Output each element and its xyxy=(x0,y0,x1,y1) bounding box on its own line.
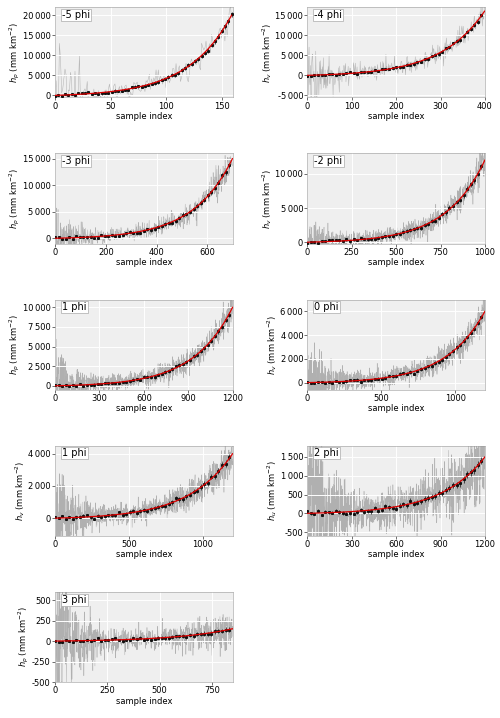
Y-axis label: $h_p$ (mm km$^{-2}$): $h_p$ (mm km$^{-2}$) xyxy=(7,22,22,83)
Text: 1 phi: 1 phi xyxy=(62,449,86,458)
X-axis label: sample index: sample index xyxy=(368,112,424,121)
Text: 1 phi: 1 phi xyxy=(62,302,86,312)
X-axis label: sample index: sample index xyxy=(368,258,424,267)
Y-axis label: $h_v$ (mm km$^{-2}$): $h_v$ (mm km$^{-2}$) xyxy=(13,460,27,521)
Y-axis label: $h_v$ (mm km$^{-2}$): $h_v$ (mm km$^{-2}$) xyxy=(260,22,274,83)
Y-axis label: $h_v$ (mm km$^{-2}$): $h_v$ (mm km$^{-2}$) xyxy=(265,314,279,375)
X-axis label: sample index: sample index xyxy=(116,258,172,267)
Y-axis label: $h_p$ (mm km$^{-2}$): $h_p$ (mm km$^{-2}$) xyxy=(16,607,30,667)
X-axis label: sample index: sample index xyxy=(116,696,172,706)
Y-axis label: $h_p$ (mm km$^{-2}$): $h_p$ (mm km$^{-2}$) xyxy=(7,168,22,229)
X-axis label: sample index: sample index xyxy=(368,404,424,414)
Y-axis label: $h_u$ (mm km$^{-2}$): $h_u$ (mm km$^{-2}$) xyxy=(265,460,279,521)
Text: 2 phi: 2 phi xyxy=(314,449,339,458)
Y-axis label: $h_v$ (mm km$^{-2}$): $h_v$ (mm km$^{-2}$) xyxy=(260,168,274,229)
X-axis label: sample index: sample index xyxy=(116,404,172,414)
X-axis label: sample index: sample index xyxy=(116,551,172,559)
Text: 3 phi: 3 phi xyxy=(62,595,86,605)
Text: -3 phi: -3 phi xyxy=(62,156,90,166)
Text: -5 phi: -5 phi xyxy=(62,10,90,20)
X-axis label: sample index: sample index xyxy=(368,551,424,559)
Text: -4 phi: -4 phi xyxy=(314,10,342,20)
Text: 0 phi: 0 phi xyxy=(314,302,339,312)
X-axis label: sample index: sample index xyxy=(116,112,172,121)
Text: -2 phi: -2 phi xyxy=(314,156,342,166)
Y-axis label: $h_p$ (mm km$^{-2}$): $h_p$ (mm km$^{-2}$) xyxy=(7,314,22,375)
